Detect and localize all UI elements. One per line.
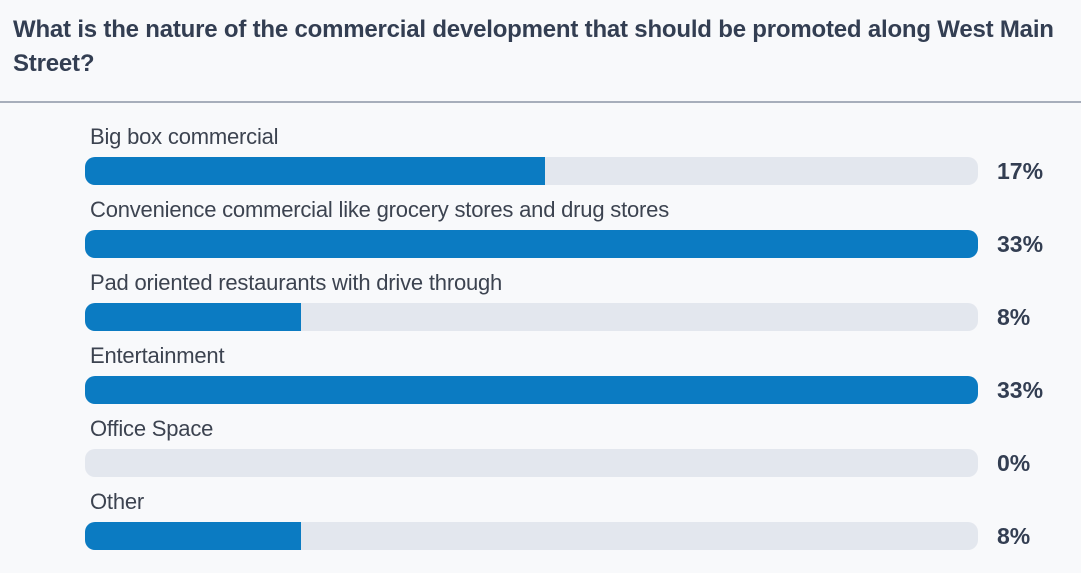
result-row: Office Space 0% bbox=[85, 416, 1081, 477]
result-row: Entertainment 33% bbox=[85, 343, 1081, 404]
option-label: Office Space bbox=[90, 416, 214, 441]
bar-fill bbox=[85, 303, 302, 331]
result-row: Big box commercial 17% bbox=[85, 124, 1081, 185]
bar-track bbox=[85, 376, 978, 404]
option-label: Entertainment bbox=[90, 343, 225, 368]
bar-line: 33% bbox=[85, 230, 1081, 258]
percent-value: 8% bbox=[997, 522, 1031, 549]
results-list: Big box commercial 17% Convenience comme… bbox=[0, 124, 1081, 550]
percent-value: 33% bbox=[997, 376, 1044, 403]
title-divider bbox=[0, 101, 1081, 103]
bar-line: 8% bbox=[85, 522, 1081, 550]
percent-value: 33% bbox=[997, 230, 1044, 257]
bar-fill bbox=[85, 230, 978, 258]
bar-track bbox=[85, 157, 978, 185]
bar-line: 17% bbox=[85, 157, 1081, 185]
result-row: Pad oriented restaurants with drive thro… bbox=[85, 270, 1081, 331]
result-row: Other 8% bbox=[85, 489, 1081, 550]
percent-value: 8% bbox=[997, 303, 1031, 330]
option-label: Pad oriented restaurants with drive thro… bbox=[90, 270, 503, 295]
bar-track bbox=[85, 522, 978, 550]
option-label: Big box commercial bbox=[90, 124, 279, 149]
bar-line: 0% bbox=[85, 449, 1081, 477]
result-row: Convenience commercial like grocery stor… bbox=[85, 197, 1081, 258]
bar-fill bbox=[85, 522, 302, 550]
option-label: Other bbox=[90, 489, 145, 514]
bar-fill bbox=[85, 157, 546, 185]
question-title: What is the nature of the commercial dev… bbox=[13, 16, 1054, 77]
option-label: Convenience commercial like grocery stor… bbox=[90, 197, 669, 222]
bar-track bbox=[85, 230, 978, 258]
bar-fill bbox=[85, 376, 978, 404]
percent-value: 0% bbox=[997, 449, 1031, 476]
bar-track bbox=[85, 303, 978, 331]
bar-line: 33% bbox=[85, 376, 1081, 404]
bar-track bbox=[85, 449, 978, 477]
percent-value: 17% bbox=[997, 157, 1044, 184]
bar-line: 8% bbox=[85, 303, 1081, 331]
